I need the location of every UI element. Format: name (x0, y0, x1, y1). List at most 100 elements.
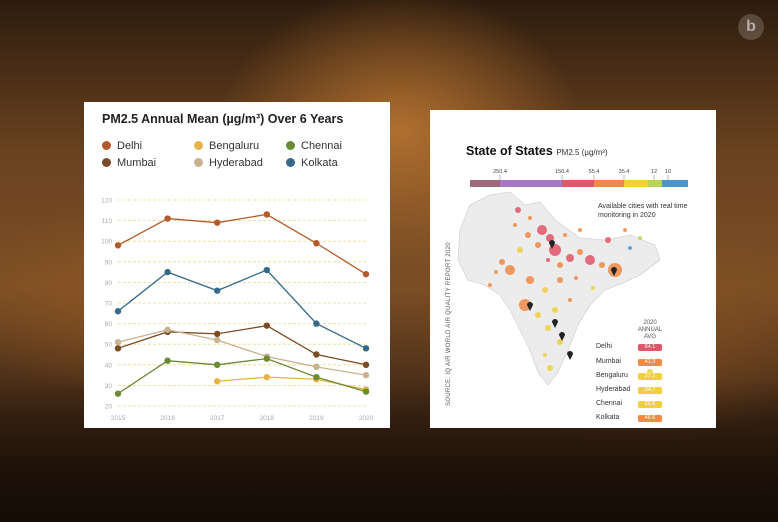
x-tick-label: 2018 (260, 415, 275, 422)
city-value-kolkata: 46.6 (638, 415, 662, 422)
scale-segment (662, 180, 688, 187)
data-point-mumbai (362, 361, 370, 368)
data-point-delhi (313, 240, 320, 247)
country-outline (457, 191, 661, 386)
scale-tick-label: 12 (651, 169, 657, 175)
pollution-bubble (545, 325, 551, 331)
city-value-hyderabad: 34.7 (638, 387, 662, 394)
scale-tick-label: 55.4 (589, 169, 600, 175)
data-point-kolkata (214, 287, 221, 294)
source-credit: SOURCE: IQ AIR WORLD AIR QUALITY REPORT … (446, 242, 452, 406)
legend-swatch-hyderabad (194, 158, 203, 167)
pollution-bubble (552, 307, 558, 313)
pollution-bubble (517, 247, 523, 253)
scale-segment (470, 180, 500, 187)
pollution-bubble (528, 216, 532, 220)
map-infographic-panel: State of States PM2.5 (µg/m³) 250.4 150.4… (430, 110, 716, 428)
legend-swatch-mumbai (102, 158, 111, 167)
y-tick-label: 70 (105, 301, 113, 308)
pollution-bubble (578, 228, 582, 232)
map-pin-icon (549, 240, 555, 249)
data-point-chennai (164, 357, 171, 364)
legend-swatch-chennai (286, 141, 295, 150)
map-pin-icon (611, 267, 617, 276)
data-point-delhi (214, 219, 221, 226)
data-point-kolkata (263, 266, 270, 274)
data-point-kolkata (114, 308, 122, 315)
data-point-bengaluru (214, 378, 221, 385)
x-tick-label: 2017 (210, 415, 225, 422)
data-point-mumbai (214, 330, 221, 338)
city-label-kolkata: Kolkata (596, 414, 620, 421)
data-point-delhi (263, 211, 270, 218)
pollution-bubble (557, 262, 563, 268)
pollution-bubble (513, 223, 517, 227)
scale-segment (594, 180, 624, 187)
chart-title: PM2.5 Annual Mean (µg/m³) Over 6 Years (102, 112, 344, 126)
scale-tick-label: 250.4 (493, 169, 507, 175)
y-tick-label: 30 (105, 383, 113, 390)
data-point-chennai (214, 361, 221, 368)
pollution-bubble (568, 298, 572, 302)
y-tick-label: 100 (101, 239, 112, 246)
city-label-hyderabad: Hyderabad (596, 386, 631, 393)
data-point-delhi (362, 270, 370, 278)
city-label-mumbai: Mumbai (596, 358, 621, 365)
pollution-bubble (599, 262, 605, 268)
scale-tick-label: 150.4 (555, 169, 569, 175)
map-pin-icon (567, 351, 573, 360)
map-title: State of States PM2.5 (µg/m³) (466, 144, 608, 158)
pollution-bubble (526, 276, 534, 284)
pollution-bubble (585, 255, 595, 265)
legend-item: Delhi (102, 140, 142, 152)
city-label-bengaluru: Bengaluru (596, 372, 628, 379)
data-point-bengaluru (263, 373, 270, 381)
pollution-bubble (505, 265, 515, 275)
legend-item: Chennai (286, 140, 342, 152)
x-tick-label: 2020 (359, 415, 374, 422)
data-point-kolkata (313, 320, 320, 327)
pollution-bubble (535, 242, 541, 248)
legend-item: Hyderabad (194, 157, 263, 169)
city-value-delhi: 84.1 (638, 344, 662, 351)
pollution-bubble (623, 228, 627, 232)
pollution-bubble (591, 286, 595, 290)
series-line-mumbai (117, 324, 367, 366)
city-value-chennai: 26.5 (638, 401, 662, 408)
data-point-mumbai (114, 345, 122, 352)
data-point-chennai (313, 373, 320, 381)
city-value-bengaluru: 27.1 (638, 373, 662, 380)
data-point-hyderabad (214, 336, 221, 344)
data-point-delhi (114, 242, 122, 249)
y-tick-label: 40 (105, 362, 113, 369)
legend-item: Kolkata (286, 157, 338, 169)
map-note: Available cities with real time monitori… (598, 203, 688, 219)
scale-tick-label: 10 (665, 169, 671, 175)
series-line-kolkata (117, 269, 367, 349)
scale-tick-label: 35.4 (619, 169, 630, 175)
data-point-kolkata (362, 345, 370, 352)
pollution-bubble (535, 312, 541, 318)
series-line-bengaluru (217, 376, 367, 391)
avg-column-header: 2020 ANNUAL AVG (637, 320, 663, 340)
data-point-mumbai (313, 351, 320, 358)
scale-segment (624, 180, 648, 187)
pollution-bubble (515, 207, 521, 213)
city-value-mumbai: 41.3 (638, 359, 662, 366)
series-line-chennai (117, 357, 367, 395)
pollution-bubble (537, 225, 547, 235)
map-pin-icon (559, 332, 565, 341)
pollution-bubble (525, 232, 531, 238)
data-point-delhi (164, 215, 171, 222)
x-tick-label: 2015 (111, 415, 126, 422)
pollution-bubble (574, 276, 578, 280)
data-point-chennai (263, 355, 270, 362)
x-tick-label: 2019 (309, 415, 324, 422)
data-point-chennai (114, 390, 122, 397)
pollution-bubble (546, 258, 550, 262)
data-point-hyderabad (164, 326, 171, 333)
map-pin-icon (527, 302, 533, 311)
pollution-bubble (499, 259, 505, 265)
line-chart-panel: PM2.5 Annual Mean (µg/m³) Over 6 Years D… (84, 102, 390, 428)
pollution-bubble (638, 236, 642, 240)
